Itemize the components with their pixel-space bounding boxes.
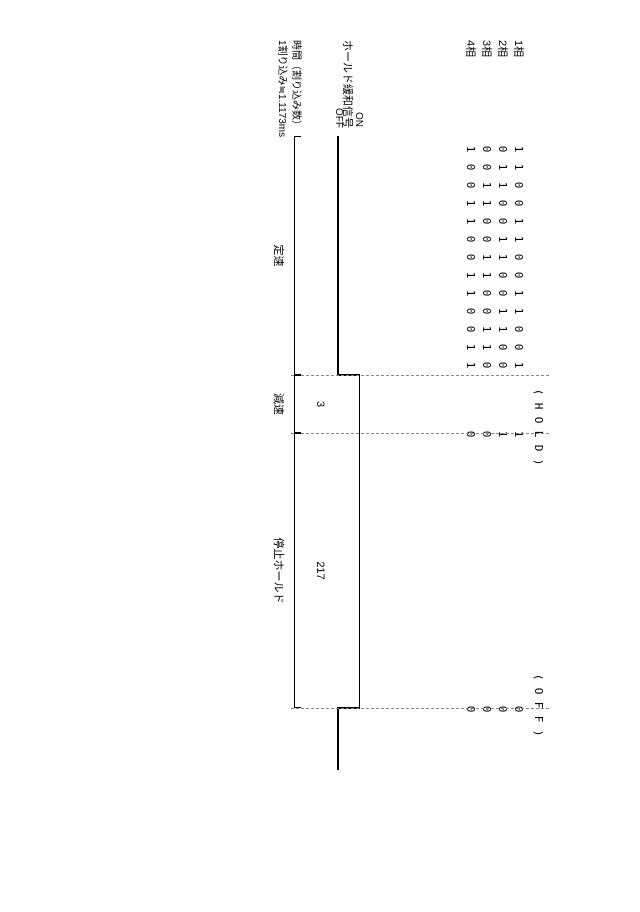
off-bit-r4: 0 (464, 700, 477, 718)
off-header-char-2: F (532, 698, 545, 712)
bit-r1-0: 1 (512, 140, 525, 158)
section-decel-tick-l (295, 375, 301, 376)
bit-r4-6: 0 (464, 248, 477, 266)
bit-r2-9: 1 (496, 302, 509, 320)
bit-r2-1: 1 (496, 158, 509, 176)
bit-r2-7: 0 (496, 266, 509, 284)
hold-signal-waveform (328, 136, 360, 780)
bit-r1-7: 0 (512, 266, 525, 284)
section-hold-tick-l (295, 433, 301, 434)
bit-r4-5: 0 (464, 230, 477, 248)
bit-r3-7: 1 (480, 266, 493, 284)
bit-r4-8: 1 (464, 284, 477, 302)
section-steady-tick-l (295, 136, 301, 137)
bit-r3-9: 0 (480, 302, 493, 320)
off-header-char-4: ) (532, 726, 545, 740)
bit-r3-1: 0 (480, 158, 493, 176)
bit-r2-3: 0 (496, 194, 509, 212)
bit-r3-3: 1 (480, 194, 493, 212)
bit-r1-3: 0 (512, 194, 525, 212)
bit-r3-0: 0 (480, 140, 493, 158)
bit-r4-7: 1 (464, 266, 477, 284)
diagram-rotated-container: 1相2相3相4相11001100110010110011001100001100… (0, 30, 560, 880)
section-hold-bar (294, 433, 295, 708)
phase-row-label-r4: 4相 (463, 40, 479, 57)
bit-r1-10: 0 (512, 320, 525, 338)
bit-r4-0: 1 (464, 140, 477, 158)
hold-header-char-2: O (532, 413, 545, 427)
section-decel-bar (294, 375, 295, 433)
bit-r4-9: 0 (464, 302, 477, 320)
hold-signal-off-label: OFF (333, 108, 344, 128)
bit-r1-5: 1 (512, 230, 525, 248)
bit-r1-6: 0 (512, 248, 525, 266)
vdash-2 (291, 708, 549, 709)
bit-r4-2: 0 (464, 176, 477, 194)
bit-r4-1: 0 (464, 158, 477, 176)
bit-r3-5: 0 (480, 230, 493, 248)
bit-r4-10: 0 (464, 320, 477, 338)
hold-header-char-1: H (532, 399, 545, 413)
count-decel: 3 (314, 394, 326, 414)
phase-row-label-r3: 3相 (479, 40, 495, 57)
bit-r3-12: 0 (480, 356, 493, 374)
hold-signal-on-label: ON (353, 112, 364, 127)
hold-bit-r1: 1 (512, 425, 525, 443)
vdash-1 (291, 433, 549, 434)
hold-bit-r4: 0 (464, 425, 477, 443)
section-hold-tick-r (295, 707, 301, 708)
bit-r2-6: 1 (496, 248, 509, 266)
bit-r3-10: 1 (480, 320, 493, 338)
count-hold: 217 (314, 556, 326, 586)
bit-r3-8: 0 (480, 284, 493, 302)
bit-r4-11: 1 (464, 338, 477, 356)
bit-r2-0: 0 (496, 140, 509, 158)
bit-r1-9: 1 (512, 302, 525, 320)
bit-r2-4: 0 (496, 212, 509, 230)
bit-r2-11: 0 (496, 338, 509, 356)
hold-header-char-4: D (532, 441, 545, 455)
bit-r3-11: 1 (480, 338, 493, 356)
bit-r3-6: 1 (480, 248, 493, 266)
hold-header-char-0: ( (532, 385, 545, 399)
hold-header-char-5: ) (532, 455, 545, 469)
bit-r1-2: 0 (512, 176, 525, 194)
bit-r4-4: 1 (464, 212, 477, 230)
bit-r1-4: 1 (512, 212, 525, 230)
off-bit-r2: 0 (496, 700, 509, 718)
bit-r3-4: 0 (480, 212, 493, 230)
bit-r2-2: 1 (496, 176, 509, 194)
section-steady-bar (294, 136, 295, 375)
off-header-char-0: ( (532, 670, 545, 684)
hold-bit-r2: 1 (496, 425, 509, 443)
time-axis-label-2: 1割り込み≒1.1173ms (276, 40, 291, 137)
bit-r4-12: 1 (464, 356, 477, 374)
phase-row-label-r2: 2相 (495, 40, 511, 57)
bit-r1-12: 1 (512, 356, 525, 374)
hold-bit-r3: 0 (480, 425, 493, 443)
off-bit-r1: 0 (512, 700, 525, 718)
bit-r2-8: 0 (496, 284, 509, 302)
off-header-char-3: F (532, 712, 545, 726)
section-decel-label: 減速 (271, 375, 287, 433)
bit-r3-2: 1 (480, 176, 493, 194)
bit-r1-8: 1 (512, 284, 525, 302)
bit-r2-5: 1 (496, 230, 509, 248)
bit-r1-11: 0 (512, 338, 525, 356)
off-bit-r3: 0 (480, 700, 493, 718)
bit-r2-10: 1 (496, 320, 509, 338)
bit-r4-3: 1 (464, 194, 477, 212)
time-axis-label-1: 時間（割り込み数） (290, 40, 305, 130)
bit-r2-12: 0 (496, 356, 509, 374)
section-hold-label: 停止ホールド (271, 433, 287, 708)
vdash-0 (291, 375, 549, 376)
off-header-char-1: O (532, 684, 545, 698)
bit-r1-1: 1 (512, 158, 525, 176)
hold-header-char-3: L (532, 427, 545, 441)
phase-row-label-r1: 1相 (511, 40, 527, 57)
section-steady-label: 定速 (271, 136, 287, 375)
